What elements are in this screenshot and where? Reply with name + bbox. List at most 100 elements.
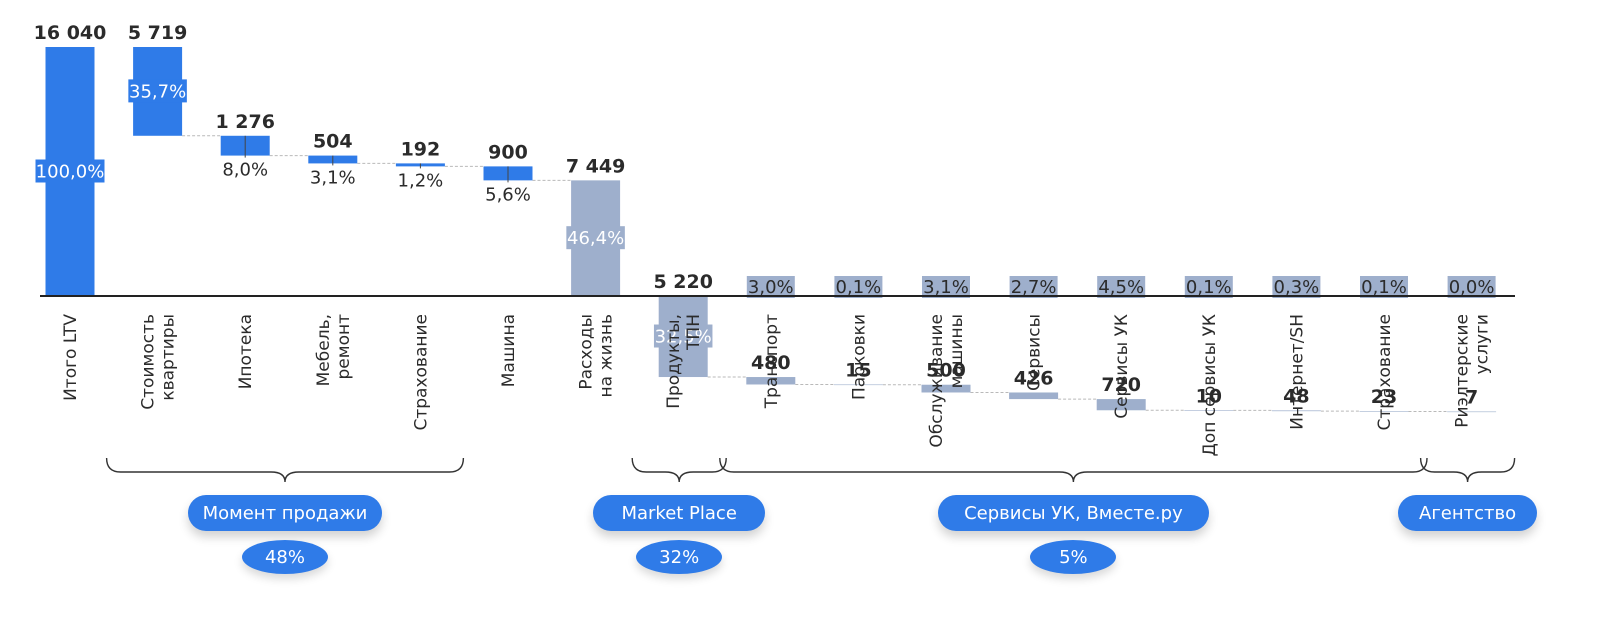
group-pill: Market Place	[593, 495, 766, 531]
waterfall-bar	[921, 384, 971, 393]
percent-label: 3,0%	[746, 276, 795, 298]
waterfall-bar	[1271, 410, 1321, 412]
category-label: Страхование	[411, 314, 431, 431]
percent-label-text: 4,5%	[1098, 277, 1144, 298]
waterfall-bar	[1009, 392, 1059, 400]
percent-label: 100,0%	[35, 159, 105, 183]
value-label: 426	[1014, 367, 1054, 389]
category-label: Стоимость	[139, 314, 159, 410]
waterfall-bar	[1359, 411, 1409, 412]
value-label: 5 220	[653, 271, 713, 293]
percent-label-text: 0,1%	[1361, 277, 1407, 298]
percent-label-text: 35,7%	[129, 81, 186, 102]
category-label: ремонт	[334, 314, 354, 380]
group-share-badge: 32%	[636, 540, 723, 574]
group-brace	[105, 457, 465, 483]
category-label: услуги	[1473, 314, 1493, 374]
value-label: 5 719	[128, 22, 188, 44]
group-brace	[1419, 457, 1516, 483]
percent-label-text: 2,7%	[1011, 277, 1057, 298]
percent-label-box	[1360, 276, 1408, 298]
value-label: 10	[1196, 385, 1222, 407]
category-label: Машина	[499, 314, 519, 387]
group-pill: Агентство	[1398, 495, 1538, 531]
percent-label: 8,0%	[222, 160, 268, 181]
percent-label-text: 32,5%	[655, 327, 712, 348]
category-label: Интернет/SH	[1287, 314, 1307, 430]
category-label: Продукты,	[664, 314, 684, 409]
percent-label: 0,0%	[1447, 276, 1496, 298]
value-label: 48	[1283, 385, 1309, 407]
percent-label-text: 0,3%	[1274, 277, 1320, 298]
value-label: 1 276	[215, 111, 275, 133]
percent-label: 35,7%	[128, 79, 187, 103]
value-label: 504	[313, 131, 353, 153]
percent-label: 0,3%	[1272, 276, 1321, 298]
value-label: 7 449	[566, 155, 626, 177]
percent-label: 0,1%	[1184, 276, 1233, 298]
group-brace	[631, 457, 727, 483]
value-label: 720	[1101, 374, 1141, 396]
category-label: на жизнь	[597, 314, 617, 397]
value-label: 7	[1465, 387, 1478, 409]
percent-label-box	[1272, 276, 1321, 298]
percent-label-box	[128, 79, 187, 103]
percent-label-box	[746, 276, 795, 298]
percent-label-text: 0,1%	[1186, 277, 1232, 298]
value-label: 900	[488, 141, 528, 163]
category-label: Обслуживание	[927, 314, 947, 448]
percent-label-text: 0,0%	[1449, 277, 1495, 298]
group-share-badge: 5%	[1030, 540, 1117, 574]
group-pill: Сервисы УК, Вместе.ру	[937, 495, 1209, 531]
value-label: 500	[926, 360, 966, 382]
percent-label-box	[566, 226, 625, 250]
percent-label: 46,4%	[566, 226, 625, 250]
percent-label: 1,2%	[398, 170, 444, 191]
category-label: ТПН	[684, 314, 704, 351]
category-label: Итого LTV	[61, 314, 81, 401]
percent-label: 3,1%	[310, 167, 356, 188]
value-label: 15	[845, 359, 871, 381]
percent-label-text: 0,1%	[836, 277, 882, 298]
percent-label: 0,1%	[834, 276, 883, 298]
percent-label-text: 100,0%	[36, 162, 105, 183]
percent-label-text: 3,0%	[748, 277, 794, 298]
category-label: Сервисы	[1025, 314, 1045, 391]
percent-label: 32,5%	[653, 324, 713, 348]
category-label: Расходы	[577, 314, 597, 390]
percent-label: 3,1%	[922, 276, 970, 298]
value-label: 23	[1371, 386, 1397, 408]
category-label: квартиры	[159, 314, 179, 401]
percent-label-box	[922, 276, 970, 298]
percent-label-box	[834, 276, 883, 298]
value-label: 480	[751, 352, 791, 374]
percent-label-box	[1097, 276, 1146, 298]
category-label: Риэлтерские	[1453, 314, 1473, 428]
percent-label: 0,1%	[1360, 276, 1408, 298]
percent-label-text: 46,4%	[567, 228, 624, 249]
percent-label-box	[1184, 276, 1233, 298]
percent-label: 4,5%	[1097, 276, 1146, 298]
value-label: 16 040	[34, 22, 107, 44]
percent-label-text: 3,1%	[923, 277, 969, 298]
category-label: Страхование	[1375, 314, 1395, 431]
group-brace	[719, 457, 1428, 483]
category-label: Сервисы УК	[1112, 314, 1132, 419]
percent-label-box	[1447, 276, 1496, 298]
percent-label-box	[1009, 276, 1058, 298]
waterfall-bar	[1184, 410, 1234, 411]
waterfall-bar	[746, 377, 796, 385]
value-label: 192	[401, 138, 441, 160]
category-label: Мебель,	[314, 314, 334, 386]
category-label: Транспорт	[762, 314, 782, 409]
category-label: машины	[947, 314, 967, 388]
category-label: Парковки	[849, 314, 869, 400]
waterfall-bar	[833, 384, 883, 386]
waterfall-bar	[1096, 399, 1146, 411]
group-pill: Момент продажи	[188, 495, 382, 531]
percent-label: 2,7%	[1009, 276, 1058, 298]
group-share-badge: 48%	[242, 540, 328, 574]
percent-label-box	[35, 159, 105, 183]
waterfall-bar	[1447, 411, 1497, 413]
